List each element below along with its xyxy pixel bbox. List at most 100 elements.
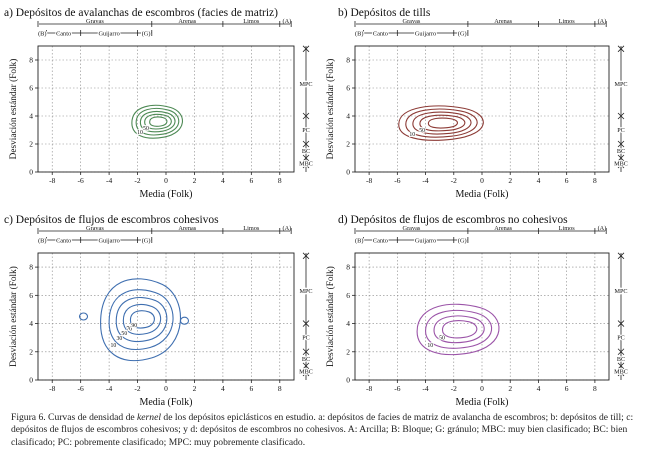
grain-label-bottom: Canto [373,31,388,38]
x-tick-label: -4 [422,176,428,185]
sorting-scale [617,252,625,380]
x-tick-label: 8 [278,384,282,393]
grain-label-bottom: (B) [38,238,46,245]
sorting-scale-mark [302,45,310,53]
panel-title: d) Depósitos de flujos de escombros no c… [338,214,568,226]
x-tick-label: 4 [221,176,225,185]
contour-island [78,312,89,321]
x-axis-label: Media (Folk) [139,397,192,408]
x-tick-label: -8 [49,176,55,185]
y-tick-label: 4 [346,319,350,328]
contour-50 [412,111,472,135]
sorting-scale-mark [302,348,310,356]
sorting-label-mpc: MPC [299,81,312,88]
grain-label-top: Gravas [403,18,421,25]
grain-label-bottom: Canto [56,238,71,245]
sorting-label-mpc: MPC [614,81,627,88]
sorting-scale-mark [617,161,625,169]
x-axis-label: Media (Folk) [139,189,192,200]
panel-title: a) Depósitos de avalanchas de escombros … [4,7,278,19]
grain-label-bottom: Guijarro [98,31,119,38]
grain-label-top: (A) [598,18,607,25]
sorting-label-pc: PC [302,127,310,134]
sorting-label-mpc: MPC [614,288,627,295]
x-tick-label: 6 [565,176,569,185]
figure-caption: Figura 6. Curvas de densidad de kernel d… [11,412,651,449]
x-tick-label: 6 [565,384,569,393]
sorting-scale-mark [617,362,625,370]
contour-10 [416,303,500,356]
sorting-label-bc: BC [617,356,625,363]
sorting-scale-mark [302,112,310,120]
y-tick-label: 0 [29,168,33,177]
sorting-label-mpc: MPC [299,288,312,295]
grain-label-top: Gravas [86,225,104,232]
grain-size-scale [37,228,292,243]
grain-label-bottom: (G) [458,238,467,245]
contour-30 [405,108,478,138]
panel-title: b) Depósitos de tills [338,7,431,19]
x-tick-label: 4 [537,384,541,393]
y-tick-label: 2 [346,140,350,149]
x-tick-label: -2 [451,176,457,185]
contour-90 [129,310,155,329]
grain-label-bottom: Guijarro [415,238,436,245]
contour-30 [108,289,174,350]
contour-90 [149,116,168,127]
contour-10 [131,104,183,139]
y-axis-label: Desviación estándar (Folk) [8,59,19,160]
x-tick-label: -2 [134,176,140,185]
x-tick-label: -8 [49,384,55,393]
sorting-label-bc: BC [302,148,310,155]
x-tick-label: 2 [193,176,197,185]
y-tick-label: 4 [346,112,350,121]
sorting-scale [302,45,310,172]
density-contours [131,104,183,139]
grain-label-bottom: (B) [38,31,46,38]
x-tick-label: -6 [394,384,400,393]
contour-50 [139,111,176,133]
x-tick-label: -2 [451,384,457,393]
panel-title: c) Depósitos de flujos de escombros cohe… [4,214,219,226]
contour-10 [398,105,484,141]
x-tick-label: 2 [508,176,512,185]
contour-label: 70 [126,327,132,333]
grain-label-top: Arenas [178,225,196,232]
contour-70 [122,303,162,335]
contour-label: 10 [110,343,116,349]
grain-label-bottom: Canto [56,31,71,38]
x-tick-label: 0 [164,176,168,185]
y-tick-label: 0 [29,376,33,385]
y-axis-label: Desviación estándar (Folk) [325,266,336,367]
y-tick-label: 4 [29,112,33,121]
sorting-label-mbc: MBC [614,369,628,376]
grid [355,46,609,173]
x-tick-label: -6 [78,176,84,185]
sorting-label-pc: PC [617,127,625,134]
y-tick-label: 8 [29,263,33,272]
x-tick-label: 0 [480,384,484,393]
x-axis-label: Media (Folk) [455,189,508,200]
grain-label-bottom: Canto [373,238,388,245]
x-tick-label: 8 [593,384,597,393]
sorting-scale-mark [617,140,625,148]
y-tick-label: 8 [346,263,350,272]
caption-body: de los depósitos epiclásticos en estudio… [11,412,634,448]
y-axis-label: Desviación estándar (Folk) [325,59,336,160]
sorting-scale-mark [302,154,310,162]
x-tick-label: 4 [537,176,541,185]
sorting-label-pc: PC [302,335,310,342]
y-tick-label: 2 [346,347,350,356]
x-tick-label: 4 [221,384,225,393]
grain-label-top: Limos [243,18,260,25]
x-tick-label: 8 [278,176,282,185]
sorting-scale-mark [302,161,310,169]
grain-label-bottom: (B) [355,238,363,245]
x-tick-label: -8 [366,384,372,393]
x-tick-label: 2 [508,384,512,393]
grain-label-bottom: Guijarro [98,238,119,245]
grid [38,253,294,381]
caption-keyword: kernel [137,412,162,423]
x-axis-label: Media (Folk) [455,397,508,408]
